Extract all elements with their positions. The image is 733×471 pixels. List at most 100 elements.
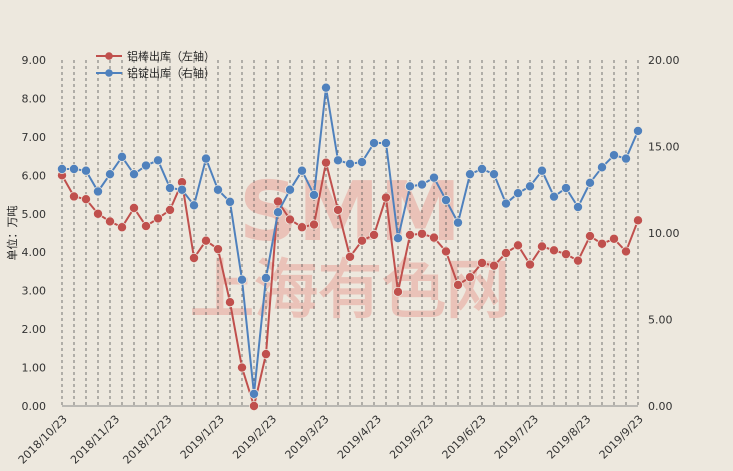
data-point-1: [428, 232, 439, 243]
data-point-1: [476, 257, 487, 268]
data-point-2: [549, 191, 560, 202]
data-point-1: [380, 192, 391, 203]
data-point-2: [224, 196, 235, 207]
data-point-1: [609, 233, 620, 244]
legend-label: 铝棒出库（左轴）: [127, 49, 215, 63]
data-point-1: [500, 247, 511, 258]
x-tick: 2019/6/23: [440, 413, 489, 462]
data-point-1: [248, 400, 259, 411]
data-point-2: [380, 138, 391, 149]
data-point-2: [296, 165, 307, 176]
data-point-1: [164, 204, 175, 215]
data-point-2: [452, 217, 463, 228]
data-point-1: [404, 229, 415, 240]
y-tick-left: 4.00: [22, 246, 47, 259]
data-point-2: [633, 125, 644, 136]
data-point-1: [464, 272, 475, 283]
data-point-2: [320, 82, 331, 93]
y-axis-label-left: 单位：万吨: [5, 206, 19, 261]
data-point-2: [621, 153, 632, 164]
data-point-2: [248, 388, 259, 399]
data-point-1: [416, 228, 427, 239]
data-point-2: [561, 183, 572, 194]
legend-swatch-marker: [105, 69, 113, 77]
y-tick-left: 0.00: [22, 400, 47, 413]
y-tick-left: 6.00: [22, 169, 47, 182]
data-point-1: [440, 246, 451, 257]
data-point-1: [140, 221, 151, 232]
data-point-1: [356, 235, 367, 246]
x-tick: 2019/2/23: [230, 413, 279, 462]
right-axis-ticks: 0.00 5.00 10.00 15.00 20.00: [648, 54, 680, 413]
y-tick-right: 5.00: [648, 314, 673, 327]
x-tick: 2018/10/23: [16, 413, 70, 467]
data-point-2: [476, 163, 487, 174]
data-point-1: [308, 219, 319, 230]
legend: 铝棒出库（左轴） 铝锭出库（右轴）: [96, 49, 215, 80]
y-tick-left: 1.00: [22, 362, 47, 375]
data-point-1: [585, 231, 596, 242]
data-point-1: [284, 214, 295, 225]
y-tick-right: 15.00: [648, 141, 680, 154]
data-point-2: [440, 195, 451, 206]
x-tick: 2018/11/23: [68, 413, 122, 467]
data-point-1: [212, 244, 223, 255]
data-point-2: [69, 163, 80, 174]
data-point-2: [164, 183, 175, 194]
data-point-2: [128, 169, 139, 180]
x-tick: 2019/1/23: [178, 413, 227, 462]
data-point-2: [537, 165, 548, 176]
y-tick-left: 8.00: [22, 92, 47, 105]
data-point-1: [93, 208, 104, 219]
y-tick-left: 7.00: [22, 131, 47, 144]
data-point-1: [236, 362, 247, 373]
data-point-1: [69, 191, 80, 202]
data-point-2: [404, 181, 415, 192]
data-point-1: [152, 213, 163, 224]
data-point-2: [597, 162, 608, 173]
legend-swatch-marker: [105, 52, 113, 60]
data-point-1: [597, 238, 608, 249]
data-point-1: [392, 286, 403, 297]
x-tick: 2019/7/23: [492, 413, 541, 462]
y-tick-right: 10.00: [648, 227, 680, 240]
data-point-1: [260, 349, 271, 360]
x-tick: 2018/12/23: [120, 413, 174, 467]
series-layer: [57, 82, 644, 411]
data-point-2: [416, 179, 427, 190]
y-tick-left: 3.00: [22, 285, 47, 298]
x-tick: 2019/3/23: [283, 413, 332, 462]
data-point-2: [488, 169, 499, 180]
y-tick-left: 2.00: [22, 323, 47, 336]
left-axis-ticks: 0.00 1.00 2.00 3.00 4.00 5.00 6.00 7.00 8.00 9.00: [22, 54, 47, 413]
data-point-2: [105, 169, 116, 180]
data-point-2: [464, 169, 475, 180]
data-point-2: [308, 189, 319, 200]
data-point-2: [585, 177, 596, 188]
data-point-2: [573, 202, 584, 213]
data-point-2: [188, 200, 199, 211]
y-tick-left: 5.00: [22, 208, 47, 221]
data-point-2: [284, 184, 295, 195]
data-point-2: [513, 188, 524, 199]
data-point-1: [200, 235, 211, 246]
data-point-2: [260, 272, 271, 283]
data-point-2: [152, 155, 163, 166]
data-point-1: [549, 245, 560, 256]
data-point-2: [272, 207, 283, 218]
data-point-2: [93, 186, 104, 197]
data-point-1: [272, 196, 283, 207]
data-point-1: [368, 229, 379, 240]
data-point-2: [428, 172, 439, 183]
data-point-1: [621, 246, 632, 257]
y-tick-right: 0.00: [648, 400, 673, 413]
data-point-1: [320, 157, 331, 168]
data-point-1: [344, 251, 355, 262]
data-point-1: [452, 279, 463, 290]
data-point-1: [81, 194, 92, 205]
legend-label: 铝锭出库（右轴）: [127, 66, 215, 80]
data-point-2: [57, 163, 68, 174]
data-point-1: [488, 260, 499, 271]
data-point-1: [525, 259, 536, 270]
